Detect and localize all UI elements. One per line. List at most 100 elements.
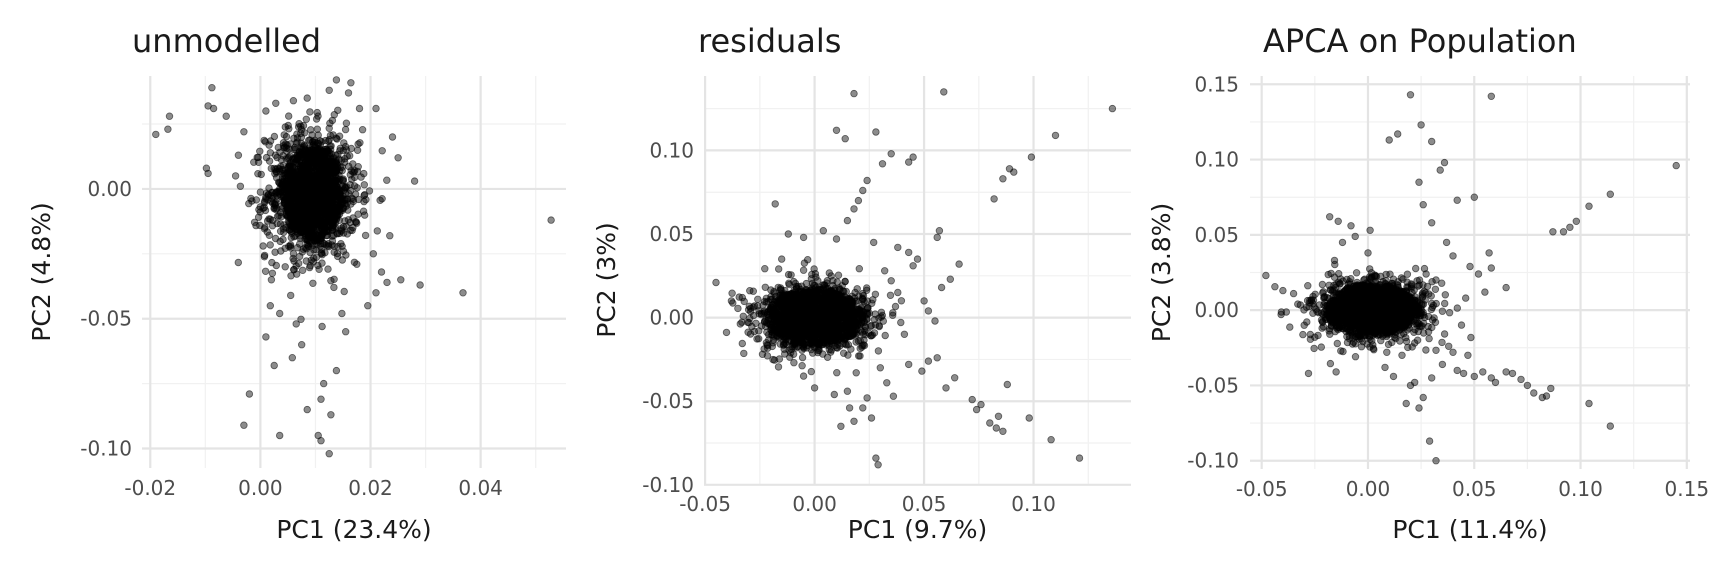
data-point — [310, 218, 317, 225]
data-point — [284, 212, 291, 219]
data-point — [773, 309, 780, 316]
data-point — [269, 270, 276, 277]
data-point — [267, 302, 274, 309]
data-point — [746, 303, 753, 310]
data-point — [806, 309, 813, 316]
data-point — [316, 266, 323, 273]
data-point — [276, 432, 283, 439]
grid — [704, 76, 1131, 485]
data-point — [843, 288, 850, 295]
data-point — [934, 234, 941, 241]
data-point — [282, 172, 289, 179]
data-point — [870, 239, 877, 246]
data-point — [747, 331, 754, 338]
data-point — [824, 354, 831, 361]
data-point — [831, 391, 838, 398]
data-point — [1048, 436, 1055, 443]
data-point — [791, 278, 798, 285]
data-point — [285, 122, 292, 129]
data-point — [263, 196, 270, 203]
data-point — [320, 380, 327, 387]
data-point — [290, 97, 297, 104]
data-point — [822, 309, 829, 316]
data-point — [905, 249, 912, 256]
data-point — [1439, 339, 1446, 346]
data-point — [723, 329, 730, 336]
data-point — [873, 129, 880, 136]
data-point — [314, 181, 321, 188]
data-point — [345, 207, 352, 214]
data-point — [843, 335, 850, 342]
data-point — [860, 187, 867, 194]
data-point — [799, 362, 806, 369]
data-point — [895, 244, 902, 251]
data-point — [286, 189, 293, 196]
data-point — [321, 228, 328, 235]
data-point — [333, 164, 340, 171]
data-point — [740, 313, 747, 320]
data-point — [246, 391, 253, 398]
data-point — [322, 137, 329, 144]
data-point — [285, 198, 292, 205]
data-point — [969, 396, 976, 403]
data-point — [384, 279, 391, 286]
data-point — [331, 284, 338, 291]
data-point — [235, 259, 242, 266]
data-point — [344, 196, 351, 203]
data-point — [298, 209, 305, 216]
data-point — [361, 212, 368, 219]
data-point — [310, 255, 317, 262]
data-point — [359, 126, 366, 133]
x-tick-label: 0.05 — [902, 492, 947, 516]
data-point — [844, 388, 851, 395]
data-point — [1004, 381, 1011, 388]
data-point — [310, 280, 317, 287]
data-point — [271, 204, 278, 211]
data-point — [833, 236, 840, 243]
data-point — [309, 190, 316, 197]
data-point — [273, 262, 280, 269]
data-point — [1334, 340, 1341, 347]
data-point — [828, 347, 835, 354]
data-point — [803, 280, 810, 287]
data-point — [277, 228, 284, 235]
data-point — [905, 361, 912, 368]
data-point — [318, 220, 325, 227]
data-point — [255, 159, 262, 166]
data-point — [314, 126, 321, 133]
data-point — [313, 116, 320, 123]
data-point — [890, 393, 897, 400]
data-point — [856, 265, 863, 272]
data-point — [747, 287, 754, 294]
data-point — [361, 170, 368, 177]
data-point — [297, 164, 304, 171]
data-point — [875, 462, 882, 469]
data-point — [808, 301, 815, 308]
data-point — [281, 132, 288, 139]
data-point — [775, 266, 782, 273]
data-point — [800, 373, 807, 380]
data-point — [319, 323, 326, 330]
data-point — [333, 367, 340, 374]
data-point — [978, 401, 985, 408]
data-point — [898, 298, 905, 305]
data-point — [349, 176, 356, 183]
x-tick-label: 0.00 — [1346, 477, 1391, 501]
data-point — [815, 301, 822, 308]
data-point — [258, 171, 265, 178]
data-point — [762, 284, 769, 291]
y-tick-label: -0.10 — [642, 473, 694, 497]
data-point — [355, 141, 362, 148]
data-point — [286, 227, 293, 234]
data-point — [836, 285, 843, 292]
data-point — [782, 298, 789, 305]
data-point — [847, 315, 854, 322]
data-point — [288, 181, 295, 188]
data-point — [910, 263, 917, 270]
x-tick-label: 0.15 — [1665, 477, 1710, 501]
data-point — [308, 240, 315, 247]
data-point — [1000, 428, 1007, 435]
data-point — [223, 113, 230, 120]
data-point — [772, 201, 779, 208]
